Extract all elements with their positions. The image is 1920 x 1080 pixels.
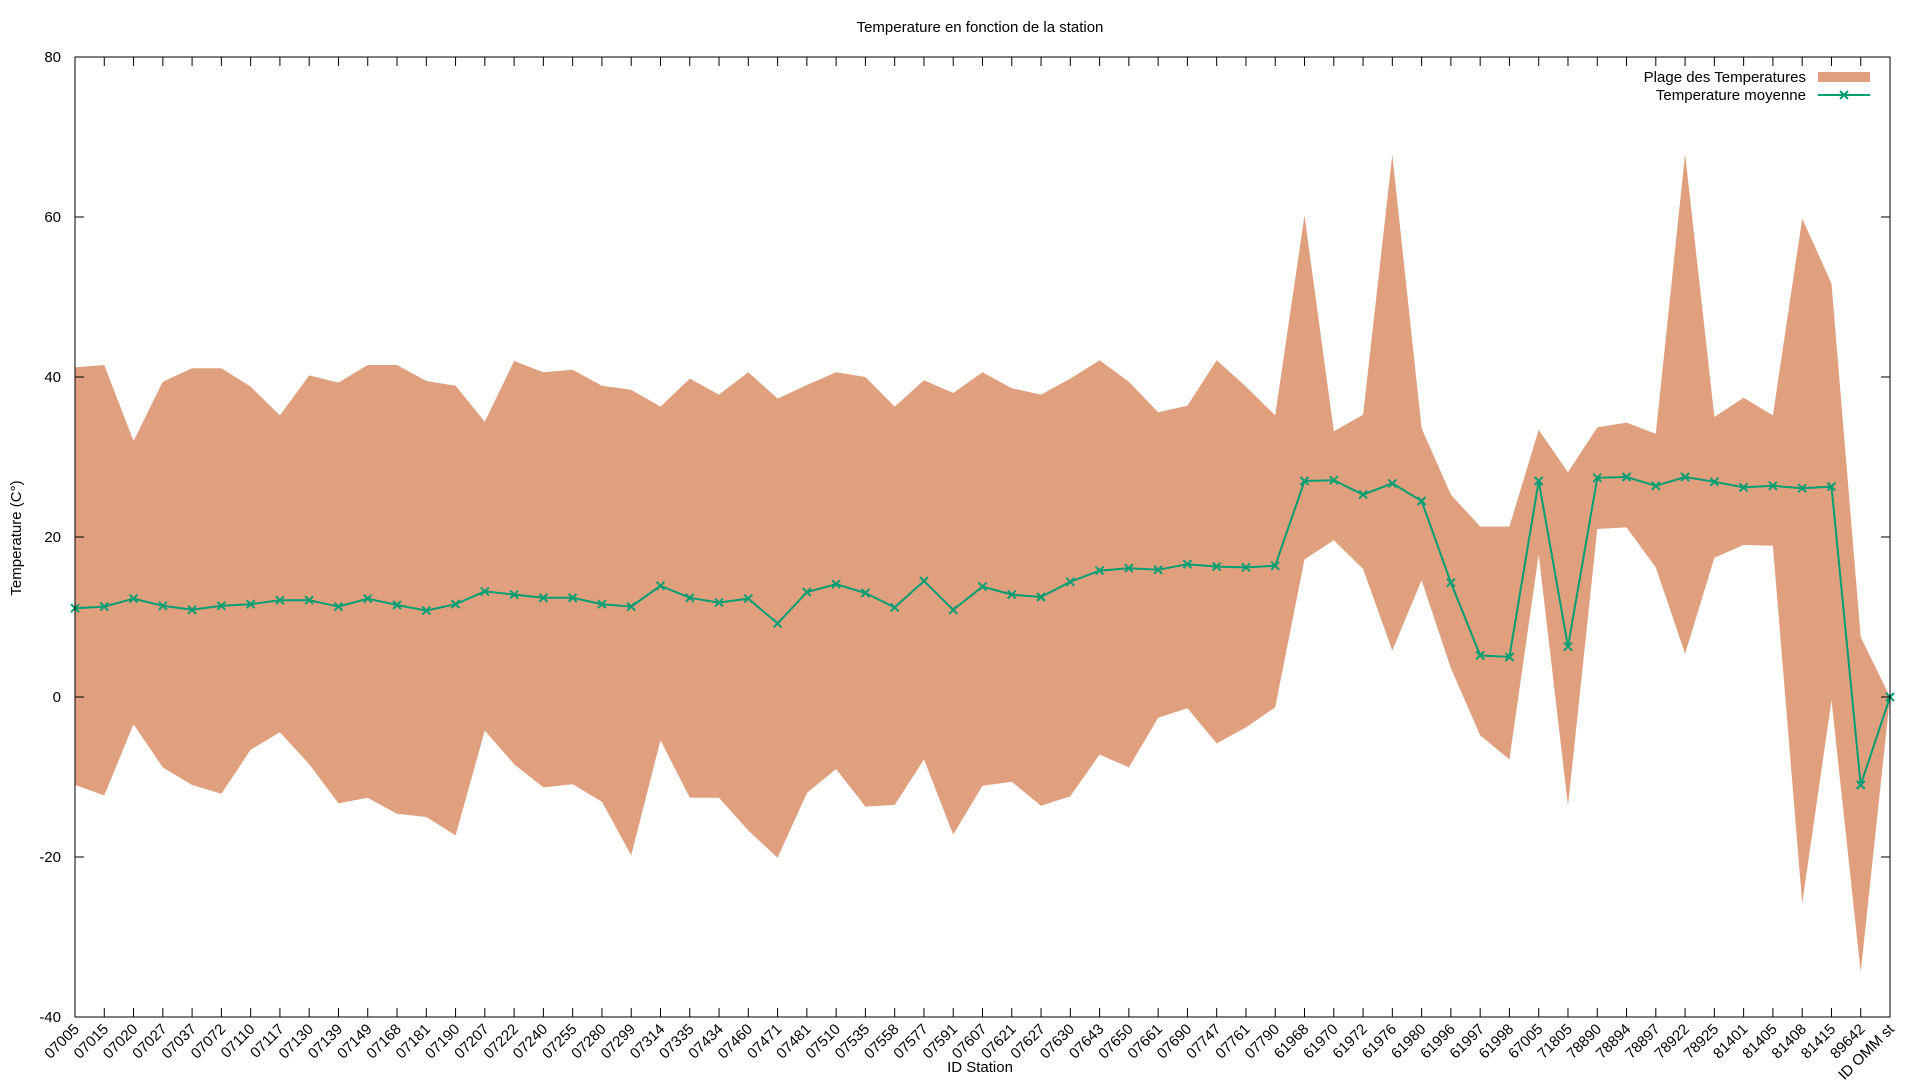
legend: Plage des Temperatures Temperature moyen… xyxy=(1644,69,1870,104)
y-tick-label: 40 xyxy=(44,369,61,386)
mean-point xyxy=(1504,652,1515,662)
mean-point xyxy=(597,599,607,609)
mean-point xyxy=(1036,592,1046,602)
x-axis-label: ID Station xyxy=(947,1059,1013,1076)
legend-label-range: Plage des Temperatures xyxy=(1644,69,1806,86)
range-area-layer xyxy=(75,153,1890,973)
mean-point xyxy=(1182,559,1193,569)
mean-point xyxy=(392,600,402,610)
mean-point xyxy=(919,576,929,586)
mean-point xyxy=(860,588,871,598)
mean-point xyxy=(1065,577,1076,587)
mean-point xyxy=(1768,481,1778,491)
mean-point xyxy=(158,601,168,611)
y-tick-label: 0 xyxy=(53,689,61,706)
mean-point xyxy=(450,599,461,609)
mean-point xyxy=(802,587,812,597)
legend-swatch-mean-marker xyxy=(1839,90,1849,100)
mean-point xyxy=(1299,476,1310,486)
mean-point xyxy=(1124,563,1134,573)
legend-label-mean: Temperature moyenne xyxy=(1656,87,1806,104)
mean-point xyxy=(1446,577,1456,588)
chart-title: Temperature en fonction de la station xyxy=(857,19,1104,36)
mean-point xyxy=(1826,481,1837,492)
mean-point xyxy=(1387,478,1398,489)
mean-point xyxy=(655,581,666,591)
mean-point xyxy=(1416,496,1427,506)
y-tick-label: -20 xyxy=(39,849,61,866)
mean-point xyxy=(1358,489,1368,500)
y-axis: -40 -20 0 20 40 60 80 xyxy=(39,49,1890,1026)
mean-point xyxy=(1534,476,1544,486)
mean-point xyxy=(1329,475,1339,485)
mean-point xyxy=(831,579,841,589)
mean-point xyxy=(275,595,285,605)
y-axis-label: Temperature (C°) xyxy=(8,480,25,595)
mean-point xyxy=(1856,780,1866,790)
mean-point xyxy=(187,605,197,615)
mean-point xyxy=(567,593,578,603)
range-area xyxy=(75,153,1890,973)
mean-point xyxy=(1592,473,1602,483)
mean-point xyxy=(363,593,373,604)
mean-point xyxy=(1621,472,1632,482)
y-tick-label: 20 xyxy=(44,529,61,546)
mean-point xyxy=(1241,562,1251,573)
mean-point xyxy=(216,601,227,611)
mean-point xyxy=(948,605,958,615)
mean-point xyxy=(304,595,314,605)
mean-point xyxy=(714,597,724,608)
mean-point xyxy=(1651,481,1661,491)
mean-point xyxy=(1797,483,1807,493)
mean-point xyxy=(1563,641,1573,652)
mean-point xyxy=(1153,565,1163,575)
mean-point xyxy=(245,599,256,609)
mean-point xyxy=(772,618,783,629)
mean-point xyxy=(1094,565,1105,576)
mean-point xyxy=(1007,589,1017,600)
mean-point xyxy=(421,605,431,616)
mean-point xyxy=(538,593,549,603)
mean-point xyxy=(1709,477,1720,487)
y-tick-label: 60 xyxy=(44,209,61,226)
y-tick-label: 80 xyxy=(44,49,61,66)
mean-point xyxy=(333,601,344,612)
legend-swatch-range xyxy=(1818,72,1870,82)
mean-point xyxy=(99,601,109,612)
mean-point xyxy=(626,601,636,612)
mean-point xyxy=(977,581,988,592)
mean-point xyxy=(743,593,754,604)
y-tick-label: -40 xyxy=(39,1009,61,1026)
mean-point xyxy=(1211,561,1222,572)
mean-point xyxy=(685,593,695,603)
mean-point xyxy=(509,589,519,600)
mean-point xyxy=(480,586,490,597)
mean-point xyxy=(889,602,900,613)
mean-point xyxy=(1475,650,1485,661)
mean-point xyxy=(128,593,139,604)
mean-line-layer xyxy=(70,472,1895,790)
mean-point xyxy=(1680,472,1690,482)
mean-point xyxy=(1738,482,1749,493)
mean-point xyxy=(1270,561,1280,571)
